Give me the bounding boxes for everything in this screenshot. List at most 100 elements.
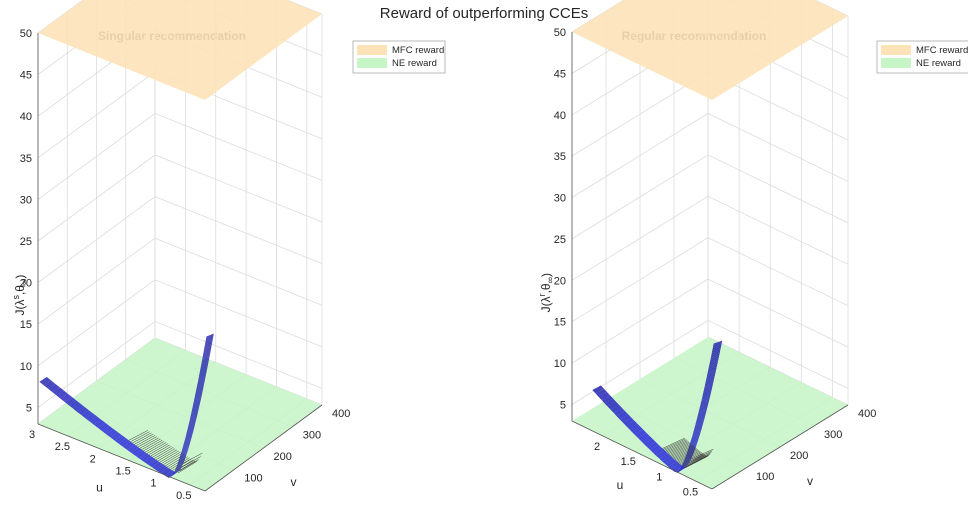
surface-patch <box>694 441 698 451</box>
surface-patch <box>99 426 105 430</box>
surface-patch <box>158 468 163 472</box>
surface-patch <box>82 413 87 418</box>
surface-patch <box>655 446 659 450</box>
surface-patch <box>190 400 195 420</box>
surface-patch <box>150 462 155 466</box>
surface-patch <box>69 398 74 403</box>
surface-patch <box>118 437 124 441</box>
surface-patch <box>163 464 168 468</box>
surface-patch <box>596 392 601 396</box>
surface-patch <box>623 417 627 421</box>
surface-patch <box>614 407 619 411</box>
surface-patch <box>126 443 132 448</box>
surface-patch <box>675 466 679 470</box>
surface-patch <box>207 334 213 357</box>
surface-patch <box>72 402 77 406</box>
surface-patch <box>671 464 675 468</box>
surface-patch <box>50 380 55 385</box>
surface-patch <box>712 356 717 371</box>
surface-patch <box>648 435 653 440</box>
surface-patch <box>193 399 198 418</box>
surface-patch <box>642 434 647 439</box>
surface-patch <box>696 431 700 442</box>
surface-patch <box>626 425 630 429</box>
surface-patch <box>699 399 703 413</box>
surface-patch <box>95 417 101 421</box>
surface-patch <box>99 426 105 430</box>
surface-patch <box>199 378 205 399</box>
z-tick-label: 30 <box>554 193 566 205</box>
surface-patch <box>633 430 638 434</box>
surface-patch <box>701 386 706 401</box>
surface-patch <box>43 379 48 383</box>
surface-patch <box>73 401 78 406</box>
mesh-line <box>674 448 698 461</box>
surface-patch <box>713 356 717 371</box>
surface-patch <box>86 410 92 415</box>
surface-patch <box>153 466 158 470</box>
surface-patch <box>178 451 183 465</box>
surface-patch <box>177 452 182 466</box>
reward-surface <box>39 333 214 478</box>
surface-patch <box>710 357 715 372</box>
surface-patch <box>637 437 642 441</box>
mesh-line <box>668 442 691 455</box>
surface-patch <box>180 450 186 463</box>
surface-patch <box>653 447 657 451</box>
mesh-line <box>134 433 154 445</box>
surface-patch <box>161 472 166 475</box>
surface-patch <box>702 409 706 422</box>
surface-patch <box>718 340 723 356</box>
mesh-line <box>665 440 688 452</box>
surface-patch <box>603 389 607 393</box>
surface-patch <box>635 429 640 433</box>
surface-patch <box>127 443 132 447</box>
surface-patch <box>620 418 624 423</box>
surface-patch <box>49 386 55 391</box>
surface-patch <box>656 445 660 449</box>
surface-patch <box>206 334 211 358</box>
surface-patch <box>100 419 105 424</box>
surface-patch <box>654 446 659 450</box>
surface-patch <box>39 381 44 386</box>
surface-patch <box>153 465 159 469</box>
mesh-line <box>139 437 159 449</box>
surface-patch <box>104 423 109 427</box>
surface-patch <box>98 421 104 425</box>
surface-patch <box>638 437 642 441</box>
surface-patch <box>87 410 92 414</box>
ne-reward-plane <box>572 337 848 489</box>
surface-patch <box>654 442 658 446</box>
surface-patch <box>641 440 646 444</box>
surface-patch <box>628 423 633 427</box>
surface-patch <box>91 420 96 424</box>
surface-patch <box>189 401 195 421</box>
surface-patch <box>619 413 624 418</box>
surface-patch <box>186 419 192 437</box>
surface-patch <box>709 370 714 385</box>
z-label-main: J(λ <box>13 300 27 316</box>
surface-patch <box>663 455 668 459</box>
surface-patch <box>709 371 713 385</box>
surface-patch <box>120 442 125 446</box>
surface-patch <box>631 422 635 426</box>
surface-patch <box>152 467 157 471</box>
surface-patch <box>193 380 199 402</box>
surface-patch <box>94 417 99 422</box>
mesh-line <box>148 443 168 455</box>
surface-patch <box>630 422 634 426</box>
mesh-line <box>159 450 179 463</box>
surface-patch <box>640 431 644 435</box>
surface-patch <box>641 430 645 435</box>
surface-patch <box>626 415 630 419</box>
surface-patch <box>620 418 625 422</box>
surface-patch <box>653 442 657 447</box>
surface-patch <box>120 436 125 440</box>
surface-patch <box>647 437 651 441</box>
surface-patch <box>208 333 214 357</box>
surface-patch <box>71 402 77 407</box>
surface-patch <box>129 442 134 446</box>
surface-patch <box>142 456 148 460</box>
surface-patch <box>647 441 652 445</box>
surface-patch <box>84 412 90 416</box>
